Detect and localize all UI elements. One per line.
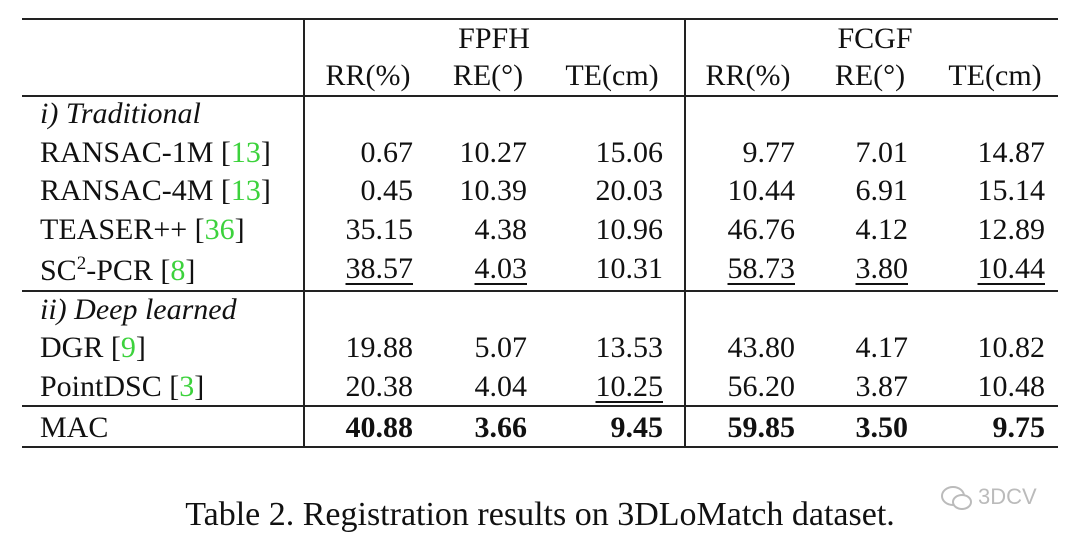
cell-value: 46.76 [727,213,796,247]
cell-value: 6.91 [855,174,909,208]
cell-value: 56.20 [727,369,796,403]
column-header: RR(%) [705,59,791,92]
method-text: TEASER++ [ [40,213,205,247]
cell-value: 10.44 [727,174,796,208]
column-rule [303,18,305,447]
column-header: RE(°) [452,59,524,92]
cell-value: 4.03 [474,251,528,285]
section-label: i) Traditional [40,97,201,130]
cell-value: 9.77 [742,135,796,169]
cell-value: 3.50 [855,410,909,444]
column-header: TE(cm) [565,59,659,92]
method-text: PointDSC [ [40,369,180,403]
cell-value: 3.66 [474,410,528,444]
section-label: ii) Deep learned [40,292,237,326]
cell-value: 9.45 [610,410,664,444]
rule [22,95,1058,97]
method-text: DGR [ [40,331,121,365]
watermark-text: 3DCV [978,484,1037,509]
cell-value: 10.39 [459,174,528,208]
watermark: 3DCV [940,484,1050,514]
method-text: -PCR [ [86,253,171,287]
group-header: FPFH [458,22,530,55]
method-text: RANSAC-4M [ [40,174,231,208]
cell-value: 43.80 [727,331,796,365]
column-header: TE(cm) [948,59,1042,92]
cell-value: 9.75 [992,410,1046,444]
citation: 8 [170,253,186,287]
rule [22,290,1058,292]
method-text: ] [194,369,205,403]
cell-value: 7.01 [855,135,909,169]
cell-value: 14.87 [977,135,1046,169]
cell-value: 19.88 [345,331,414,365]
cell-value: 4.04 [474,369,528,403]
cell-value: 3.80 [855,251,909,285]
method: TEASER++ [36] [40,215,245,245]
method-text: 2 [76,252,87,274]
cell-value: 40.88 [345,410,414,444]
cell-value: 4.12 [855,213,909,247]
cell-value: 10.96 [595,213,664,247]
cell-value: 3.87 [855,369,909,403]
method-text: ] [234,213,245,247]
cell-value: 15.06 [595,135,664,169]
rule [22,405,1058,407]
cell-value: 58.73 [727,251,796,285]
citation: 13 [230,135,261,169]
method-text: RANSAC-1M [ [40,135,231,169]
citation: 13 [230,174,261,208]
method: RANSAC-4M [13] [40,176,271,206]
cell-value: 4.38 [474,213,528,247]
group-header: FCGF [837,22,913,55]
rule [22,18,1058,20]
cell-value: 15.14 [977,174,1046,208]
method-text: ] [260,174,271,208]
caption: Table 2. Registration results on 3DLoMat… [185,496,895,533]
rule [22,446,1058,448]
citation: 36 [204,213,235,247]
cell-value: 5.07 [474,331,528,365]
cell-value: 12.89 [977,213,1046,247]
cell-value: 59.85 [727,410,796,444]
method-text: MAC [40,410,109,444]
method: PointDSC [3] [40,369,205,403]
method: DGR [9] [40,333,146,363]
cell-value: 20.38 [345,369,414,403]
method: MAC [40,410,109,444]
method: SC2-PCR [8] [40,254,195,286]
cell-value: 13.53 [595,331,664,365]
column-header: RR(%) [325,59,411,92]
method: RANSAC-1M [13] [40,135,271,169]
cell-value: 0.45 [360,174,414,208]
method-text: SC [40,253,77,287]
cell-value: 20.03 [595,174,664,208]
cell-value: 38.57 [345,251,414,285]
column-header: RE(°) [834,59,906,92]
cell-value: 35.15 [345,213,414,247]
citation: 9 [120,331,136,365]
cell-value: 0.67 [360,135,414,169]
cell-value: 10.82 [977,331,1046,365]
method-text: ] [135,331,146,365]
cell-value: 10.48 [977,369,1046,403]
cell-value: 10.31 [595,251,664,285]
cell-value: 10.27 [459,135,528,169]
wechat-icon [941,486,972,510]
cell-value: 10.44 [977,251,1046,285]
method-text: ] [260,135,271,169]
cell-value: 4.17 [855,331,909,365]
column-rule [684,18,686,447]
citation: 3 [179,369,195,403]
cell-value: 10.25 [595,369,664,403]
method-text: ] [185,253,196,287]
